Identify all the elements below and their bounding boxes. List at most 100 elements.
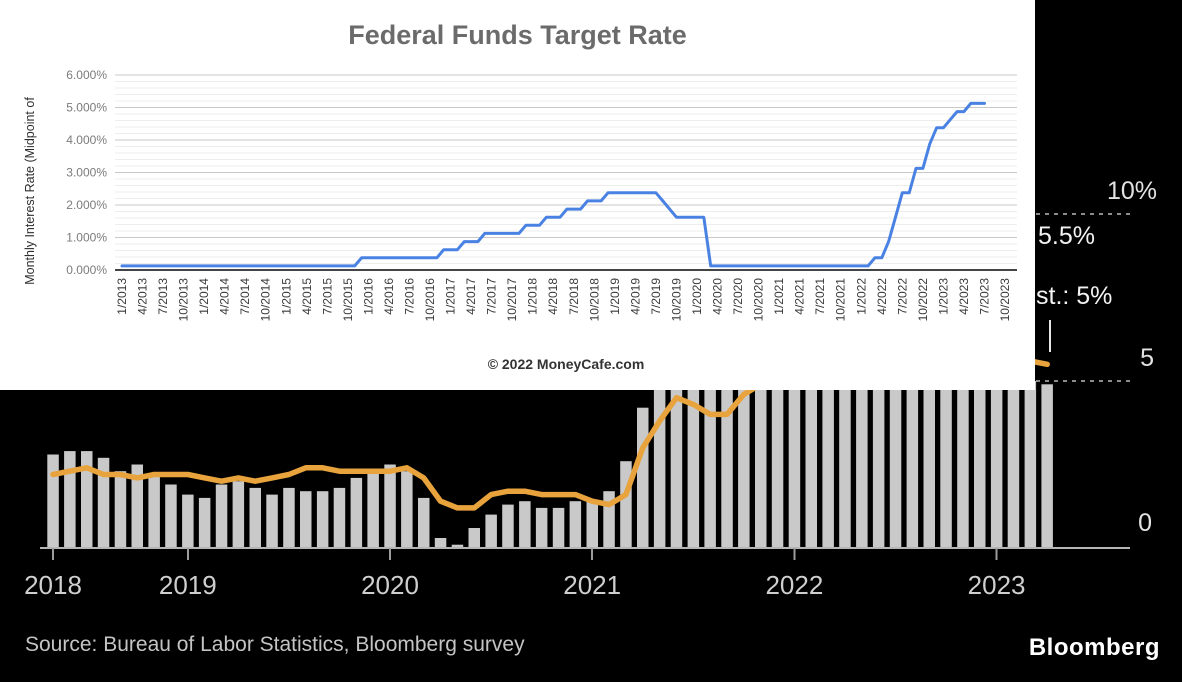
- cpi-bar: [283, 487, 295, 548]
- cpi-bar: [721, 367, 733, 548]
- cpi-bar: [738, 340, 750, 548]
- inset-x-tick-label: 10/2022: [916, 278, 930, 322]
- inset-x-tick-label: 7/2020: [731, 278, 745, 315]
- cpi-bar: [97, 457, 110, 548]
- inset-x-tick-label: 7/2014: [238, 278, 252, 315]
- inset-x-tick-label: 1/2020: [690, 278, 704, 315]
- cpi-bar: [451, 544, 464, 548]
- annotation-5-5-pct: 5.5%: [1038, 222, 1095, 250]
- bloomberg-logo: Bloomberg: [1028, 634, 1160, 661]
- cpi-bar: [367, 471, 379, 548]
- cpi-bar: [64, 451, 76, 548]
- inset-x-tick-label: 10/2023: [998, 278, 1012, 322]
- cpi-bar: [114, 471, 127, 548]
- cpi-bar: [232, 481, 245, 548]
- right-axis-label-5: 5: [1140, 344, 1154, 372]
- inset-y-tick-label: 5.000%: [66, 101, 107, 115]
- inset-x-tick-label: 10/2013: [177, 278, 191, 322]
- cpi-bar: [1041, 384, 1053, 548]
- cpi-bar: [519, 501, 531, 548]
- inset-x-tick-label: 1/2015: [279, 278, 293, 315]
- inset-x-tick-label: 4/2022: [875, 278, 889, 315]
- right-axis-label-10: 10%: [1106, 177, 1157, 205]
- right-axis-label-0: 0: [1138, 509, 1152, 537]
- inset-x-tick-label: 7/2023: [977, 278, 991, 315]
- inset-x-tick-label: 1/2014: [197, 278, 211, 315]
- inset-x-tick-label: 10/2016: [423, 278, 437, 322]
- cpi-bar: [182, 494, 194, 548]
- inset-y-tick-label: 4.000%: [66, 133, 107, 147]
- x-axis-year-label: 2020: [361, 570, 419, 600]
- cpi-bar: [1007, 347, 1020, 548]
- inset-x-tick-label: 7/2021: [813, 278, 827, 315]
- inset-x-tick-label: 1/2022: [854, 278, 868, 315]
- inset-x-tick-label: 4/2020: [711, 278, 725, 315]
- inset-x-tick-label: 7/2018: [567, 278, 581, 315]
- fed-funds-rate-line: [120, 101, 986, 268]
- cpi-bar: [940, 290, 952, 548]
- cpi-bar: [316, 491, 329, 548]
- cpi-bar: [434, 538, 447, 548]
- cpi-bar: [81, 451, 93, 548]
- x-axis-year-label: 2023: [967, 570, 1026, 600]
- inset-x-tick-label: 1/2021: [772, 278, 786, 315]
- cpi-bar: [620, 461, 632, 548]
- inset-x-tick-label: 7/2016: [402, 278, 416, 315]
- cpi-bar: [535, 507, 548, 548]
- cpi-bar: [923, 274, 935, 548]
- cpi-bar: [670, 367, 683, 548]
- inset-x-tick-label: 7/2022: [895, 278, 909, 315]
- source-label: Source: Bureau of Labor Statistics, Bloo…: [25, 633, 525, 656]
- inset-y-tick-label: 3.000%: [66, 166, 107, 180]
- cpi-bar: [333, 487, 346, 548]
- cpi-bar: [418, 497, 430, 548]
- inset-x-tick-label: 4/2023: [957, 278, 971, 315]
- inset-x-tick-label: 7/2013: [156, 278, 170, 315]
- inset-x-tick-label: 1/2017: [444, 278, 458, 315]
- fed-funds-inset-chart: Federal Funds Target Rate Monthly Intere…: [0, 0, 1035, 390]
- cpi-bar: [872, 244, 885, 548]
- cpi-bar: [788, 297, 801, 548]
- cpi-bar: [586, 501, 598, 548]
- cpi-bar: [906, 270, 919, 548]
- inset-x-tick-label: 7/2015: [320, 278, 334, 315]
- cpi-bar: [889, 264, 902, 548]
- inset-x-tick-label: 10/2020: [752, 278, 766, 322]
- inset-x-tick-label: 1/2019: [608, 278, 622, 315]
- inset-x-tick-label: 10/2018: [587, 278, 601, 322]
- x-axis-year-label: 2019: [158, 570, 217, 600]
- cpi-bar: [856, 260, 868, 548]
- cpi-bar: [165, 484, 177, 548]
- cpi-bar: [485, 514, 497, 548]
- inset-x-tick-label: 4/2019: [628, 278, 642, 315]
- cpi-bar: [755, 320, 767, 548]
- cpi-bar: [468, 528, 480, 548]
- inset-y-tick-label: 1.000%: [66, 231, 107, 245]
- inset-x-tick-label: 10/2015: [341, 278, 355, 322]
- inset-x-tick-label: 7/2017: [485, 278, 499, 315]
- cpi-bar: [839, 270, 851, 548]
- cpi-bar: [215, 484, 228, 548]
- cpi-bar: [131, 464, 143, 548]
- fed-funds-line-canvas: 6.000% 5.000% 4.000% 3.000% 2.000% 1.000% 0.00…: [66, 68, 1017, 322]
- annotation-est-5-pct: st.: 5%: [1036, 282, 1113, 310]
- cpi-bar: [637, 407, 649, 548]
- cpi-bar: [249, 487, 261, 548]
- inset-chart-title: Federal Funds Target Rate: [348, 20, 687, 50]
- cpi-bar: [502, 504, 514, 548]
- inset-y-tick-label: 6.000%: [66, 68, 107, 82]
- inset-x-tick-label: 4/2016: [382, 278, 396, 315]
- inset-y-tick-label: 0.000%: [66, 263, 107, 277]
- cpi-bar: [603, 491, 615, 548]
- cpi-bar: [805, 284, 817, 548]
- cpi-bar: [198, 497, 211, 548]
- inset-y-tick-label: 2.000%: [66, 198, 107, 212]
- inset-x-tick-label: 10/2019: [669, 278, 683, 322]
- inset-x-tick-label: 4/2017: [464, 278, 478, 315]
- x-axis-year-label: 2018: [24, 570, 82, 600]
- cpi-bar: [569, 501, 582, 548]
- cpi-bar: [384, 464, 396, 548]
- inset-x-tick-label: 7/2019: [649, 278, 663, 315]
